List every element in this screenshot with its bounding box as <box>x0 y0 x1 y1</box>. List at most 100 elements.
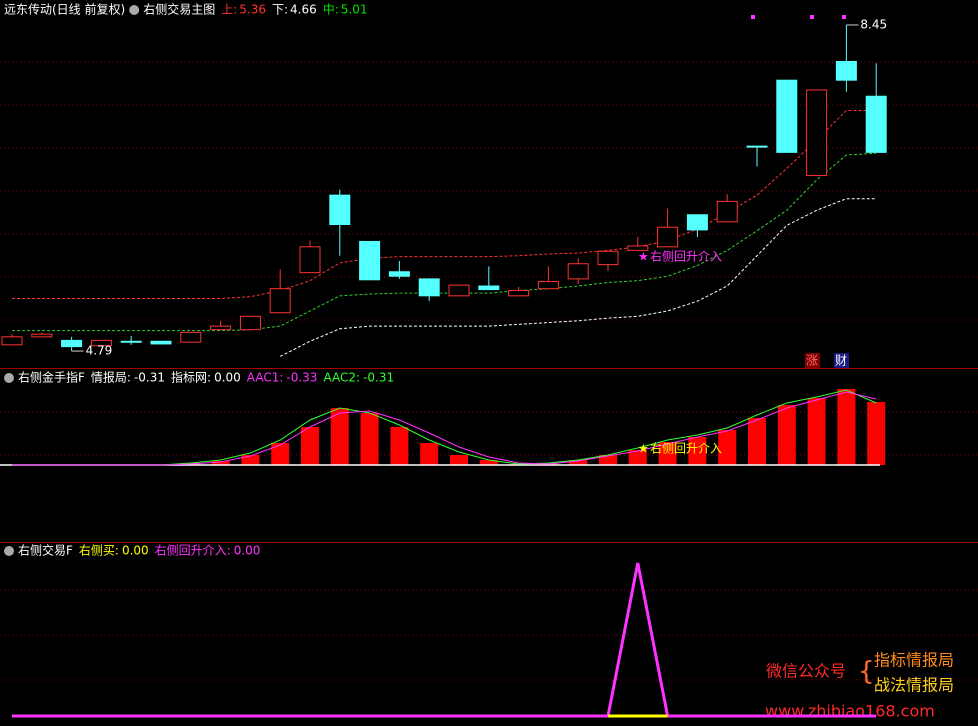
signal-label: 右侧回升介入 <box>650 249 722 264</box>
bar <box>867 402 886 465</box>
candle-body <box>776 79 798 153</box>
bar <box>718 430 737 465</box>
badge: 财 <box>835 354 847 368</box>
bar <box>301 427 319 465</box>
candle-body <box>508 289 530 297</box>
series-line <box>12 152 877 332</box>
candle-body <box>299 246 321 274</box>
candle-body <box>418 278 440 297</box>
bar <box>271 443 290 465</box>
candle-body <box>567 263 589 280</box>
bar <box>241 455 260 465</box>
bar <box>599 455 617 465</box>
candle-body <box>120 340 142 343</box>
bar <box>330 408 349 465</box>
bar <box>688 437 707 465</box>
undefined: 0.00 <box>234 544 261 558</box>
candle-body <box>597 250 619 266</box>
watermark-line: 指标情报局 <box>874 651 954 670</box>
undefined: 右侧交易F <box>18 543 73 558</box>
undefined: 0.00 <box>122 544 149 558</box>
candle-body <box>61 339 83 348</box>
undefined: 上: <box>221 3 237 17</box>
candle-body <box>657 226 679 248</box>
marker <box>842 15 846 19</box>
undefined: 下: <box>272 3 288 17</box>
candle-body <box>150 340 172 345</box>
undefined: 右侧买: <box>79 543 119 558</box>
undefined: 右侧回升介入: <box>155 543 231 558</box>
candle-body <box>537 281 559 290</box>
candle-body <box>478 285 500 291</box>
badge: 涨 <box>806 353 818 368</box>
candle-body <box>1 336 23 346</box>
candle-body <box>180 331 202 343</box>
series-line <box>279 198 877 357</box>
bar <box>569 460 588 465</box>
signal-star: ★ <box>638 442 649 456</box>
marker <box>810 15 814 19</box>
watermark-url: www.zhibiao168.com <box>765 702 935 721</box>
bar <box>390 427 409 465</box>
candle-body <box>716 200 738 223</box>
watermark-line: 战法情报局 <box>874 676 954 695</box>
bar <box>360 413 379 465</box>
min-label: 4.79 <box>86 344 113 358</box>
undefined: 0.00 <box>214 371 241 385</box>
candle-body <box>865 95 887 153</box>
undefined: 右侧交易主图 <box>143 2 215 17</box>
series-line <box>12 109 877 299</box>
badge-box <box>805 353 820 368</box>
menu-icon <box>4 546 14 556</box>
candle-body <box>806 89 828 177</box>
brace: { <box>858 657 875 687</box>
bar <box>837 389 856 465</box>
candle-body <box>31 333 53 338</box>
candle-body <box>210 325 232 331</box>
series-line <box>12 391 877 466</box>
bar <box>658 442 677 465</box>
bar <box>628 450 647 465</box>
watermark-label: 微信公众号 <box>766 662 846 681</box>
badge-box <box>834 353 849 368</box>
undefined: 指标网: <box>171 370 211 385</box>
undefined: -0.33 <box>286 371 317 385</box>
candle-body <box>359 240 381 281</box>
undefined: 情报局: <box>91 370 131 385</box>
candle-body <box>269 288 291 314</box>
undefined: 5.36 <box>239 3 266 17</box>
undefined: 4.66 <box>290 3 317 17</box>
undefined: AAC1: <box>247 371 284 385</box>
undefined: -0.31 <box>363 371 394 385</box>
candle-body <box>388 271 410 277</box>
undefined: 中: <box>323 2 339 17</box>
candle-body <box>746 145 768 148</box>
candle-body <box>239 315 261 331</box>
candle-body <box>329 194 351 226</box>
bar <box>748 418 766 465</box>
undefined: -0.31 <box>134 371 165 385</box>
series-line <box>12 562 877 718</box>
menu-icon <box>4 373 14 383</box>
bar <box>450 455 468 465</box>
bar <box>211 461 230 465</box>
max-label: 8.45 <box>860 17 887 31</box>
bar <box>807 398 826 465</box>
signal-label: 右侧回升介入 <box>650 441 722 456</box>
undefined: 远东传动(日线 前复权) <box>4 2 125 17</box>
candle-body <box>627 245 649 251</box>
signal-star: ★ <box>638 250 649 264</box>
marker <box>751 15 755 19</box>
bar <box>420 443 439 465</box>
undefined: 5.01 <box>341 3 368 17</box>
bar <box>777 405 796 465</box>
series-line <box>12 389 877 466</box>
grid <box>0 61 978 681</box>
candle-body <box>686 214 708 231</box>
bar <box>479 460 498 465</box>
candle-body <box>90 339 112 347</box>
undefined: AAC2: <box>323 371 360 385</box>
undefined: 右侧金手指F <box>18 370 85 385</box>
menu-icon <box>129 5 140 15</box>
